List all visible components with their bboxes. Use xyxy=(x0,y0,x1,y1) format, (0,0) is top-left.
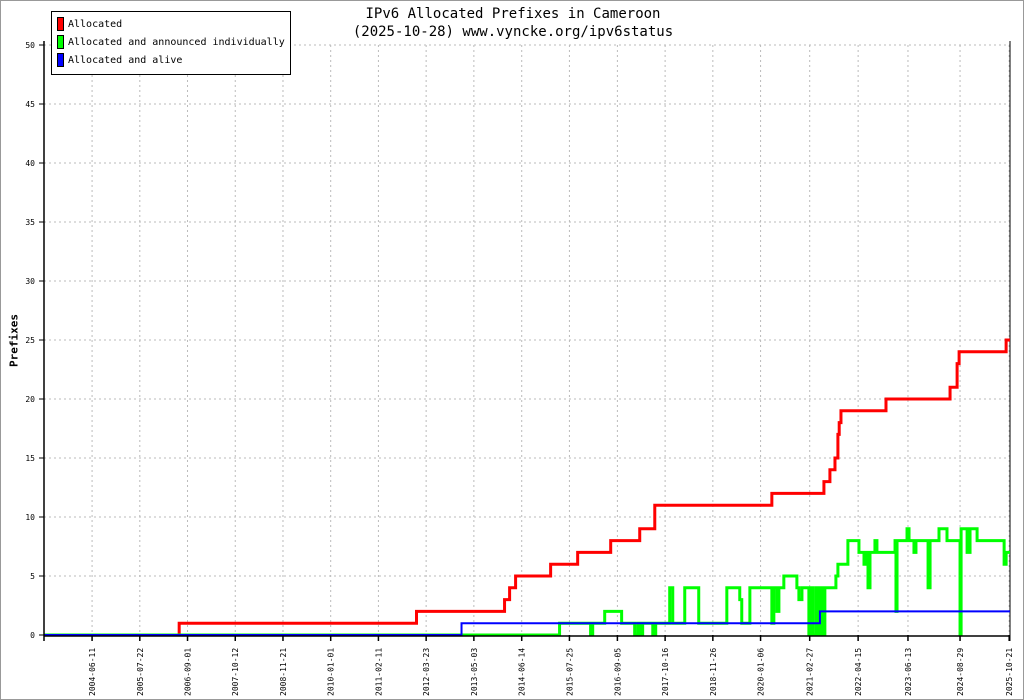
chart-subtitle: (2025-10-28) www.vyncke.org/ipv6status xyxy=(352,24,674,40)
y-tick-label: 40 xyxy=(25,159,35,168)
legend-label: Allocated and alive xyxy=(68,54,183,66)
y-axis-label: Prefixes xyxy=(7,314,21,367)
x-tick-label: 2011-02-11 xyxy=(374,648,383,696)
legend-label: Allocated xyxy=(68,18,123,30)
x-tick-label: 2015-07-25 xyxy=(565,648,574,696)
x-tick-label: 2021-02-27 xyxy=(806,648,815,696)
y-tick-label: 5 xyxy=(30,572,35,581)
legend-item-allocated: Allocated xyxy=(57,16,122,32)
series-line-allocated xyxy=(44,338,1010,637)
x-tick-label: 2025-10-21 xyxy=(1005,648,1014,696)
legend-swatch-green xyxy=(57,35,64,49)
x-tick-label: 2017-10-16 xyxy=(661,648,670,696)
y-tick-label: 35 xyxy=(25,218,35,227)
x-tick-label: 2018-11-26 xyxy=(709,648,718,696)
series-line-alive xyxy=(44,610,1010,636)
x-tick-label: 2014-06-14 xyxy=(518,648,527,696)
y-tick-label: 30 xyxy=(25,277,35,286)
x-tick-label: 2024-08-29 xyxy=(956,648,965,696)
legend-swatch-red xyxy=(57,17,64,31)
y-tick-label: 50 xyxy=(25,41,35,50)
x-tick-label: 2007-10-12 xyxy=(231,648,240,696)
y-tick-label: 10 xyxy=(25,513,35,522)
y-tick-label: 15 xyxy=(25,454,35,463)
x-tick-label: 2016-09-05 xyxy=(613,648,622,696)
y-tick-label: 45 xyxy=(25,100,35,109)
legend: Allocated Allocated and announced indivi… xyxy=(51,11,291,75)
legend-swatch-blue xyxy=(57,53,64,67)
legend-label: Allocated and announced individually xyxy=(68,36,285,48)
x-tick-label: 2004-06-11 xyxy=(88,648,97,696)
chart-title-block: IPv6 Allocated Prefixes in Cameroon (202… xyxy=(1,5,1023,41)
chart-title: IPv6 Allocated Prefixes in Cameroon xyxy=(365,6,661,22)
legend-item-announced: Allocated and announced individually xyxy=(57,34,285,50)
x-tick-label: 2022-04-15 xyxy=(854,648,863,696)
x-tick-label: 2008-11-21 xyxy=(279,648,288,696)
x-tick-label: 2020-01-06 xyxy=(757,648,766,696)
y-tick-label: 20 xyxy=(25,395,35,404)
x-tick-label: 2006-09-01 xyxy=(184,648,193,696)
series-line-announced xyxy=(44,527,1010,637)
y-tick-label: 25 xyxy=(25,336,35,345)
x-tick-label: 2005-07-22 xyxy=(136,648,145,696)
x-tick-label: 2010-01-01 xyxy=(327,648,336,696)
legend-item-alive: Allocated and alive xyxy=(57,52,182,68)
x-tick-label: 2012-03-23 xyxy=(422,648,431,696)
y-tick-label: 0 xyxy=(30,631,35,640)
x-tick-label: 2023-06-13 xyxy=(904,648,913,696)
x-tick-label: 2013-05-03 xyxy=(470,648,479,696)
